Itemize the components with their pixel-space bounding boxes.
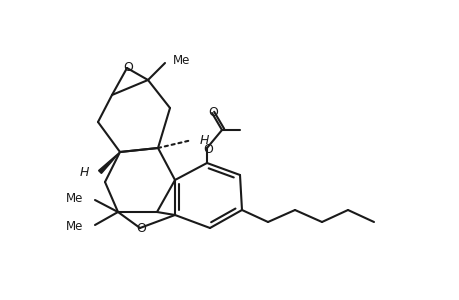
Text: O: O bbox=[123, 61, 133, 74]
Text: O: O bbox=[207, 106, 218, 118]
Text: H: H bbox=[79, 166, 89, 178]
Text: H: H bbox=[200, 134, 209, 146]
Text: Me: Me bbox=[66, 193, 83, 206]
Polygon shape bbox=[98, 152, 120, 173]
Text: O: O bbox=[136, 223, 146, 236]
Text: O: O bbox=[202, 142, 213, 155]
Text: Me: Me bbox=[173, 53, 190, 67]
Text: Me: Me bbox=[66, 220, 83, 232]
